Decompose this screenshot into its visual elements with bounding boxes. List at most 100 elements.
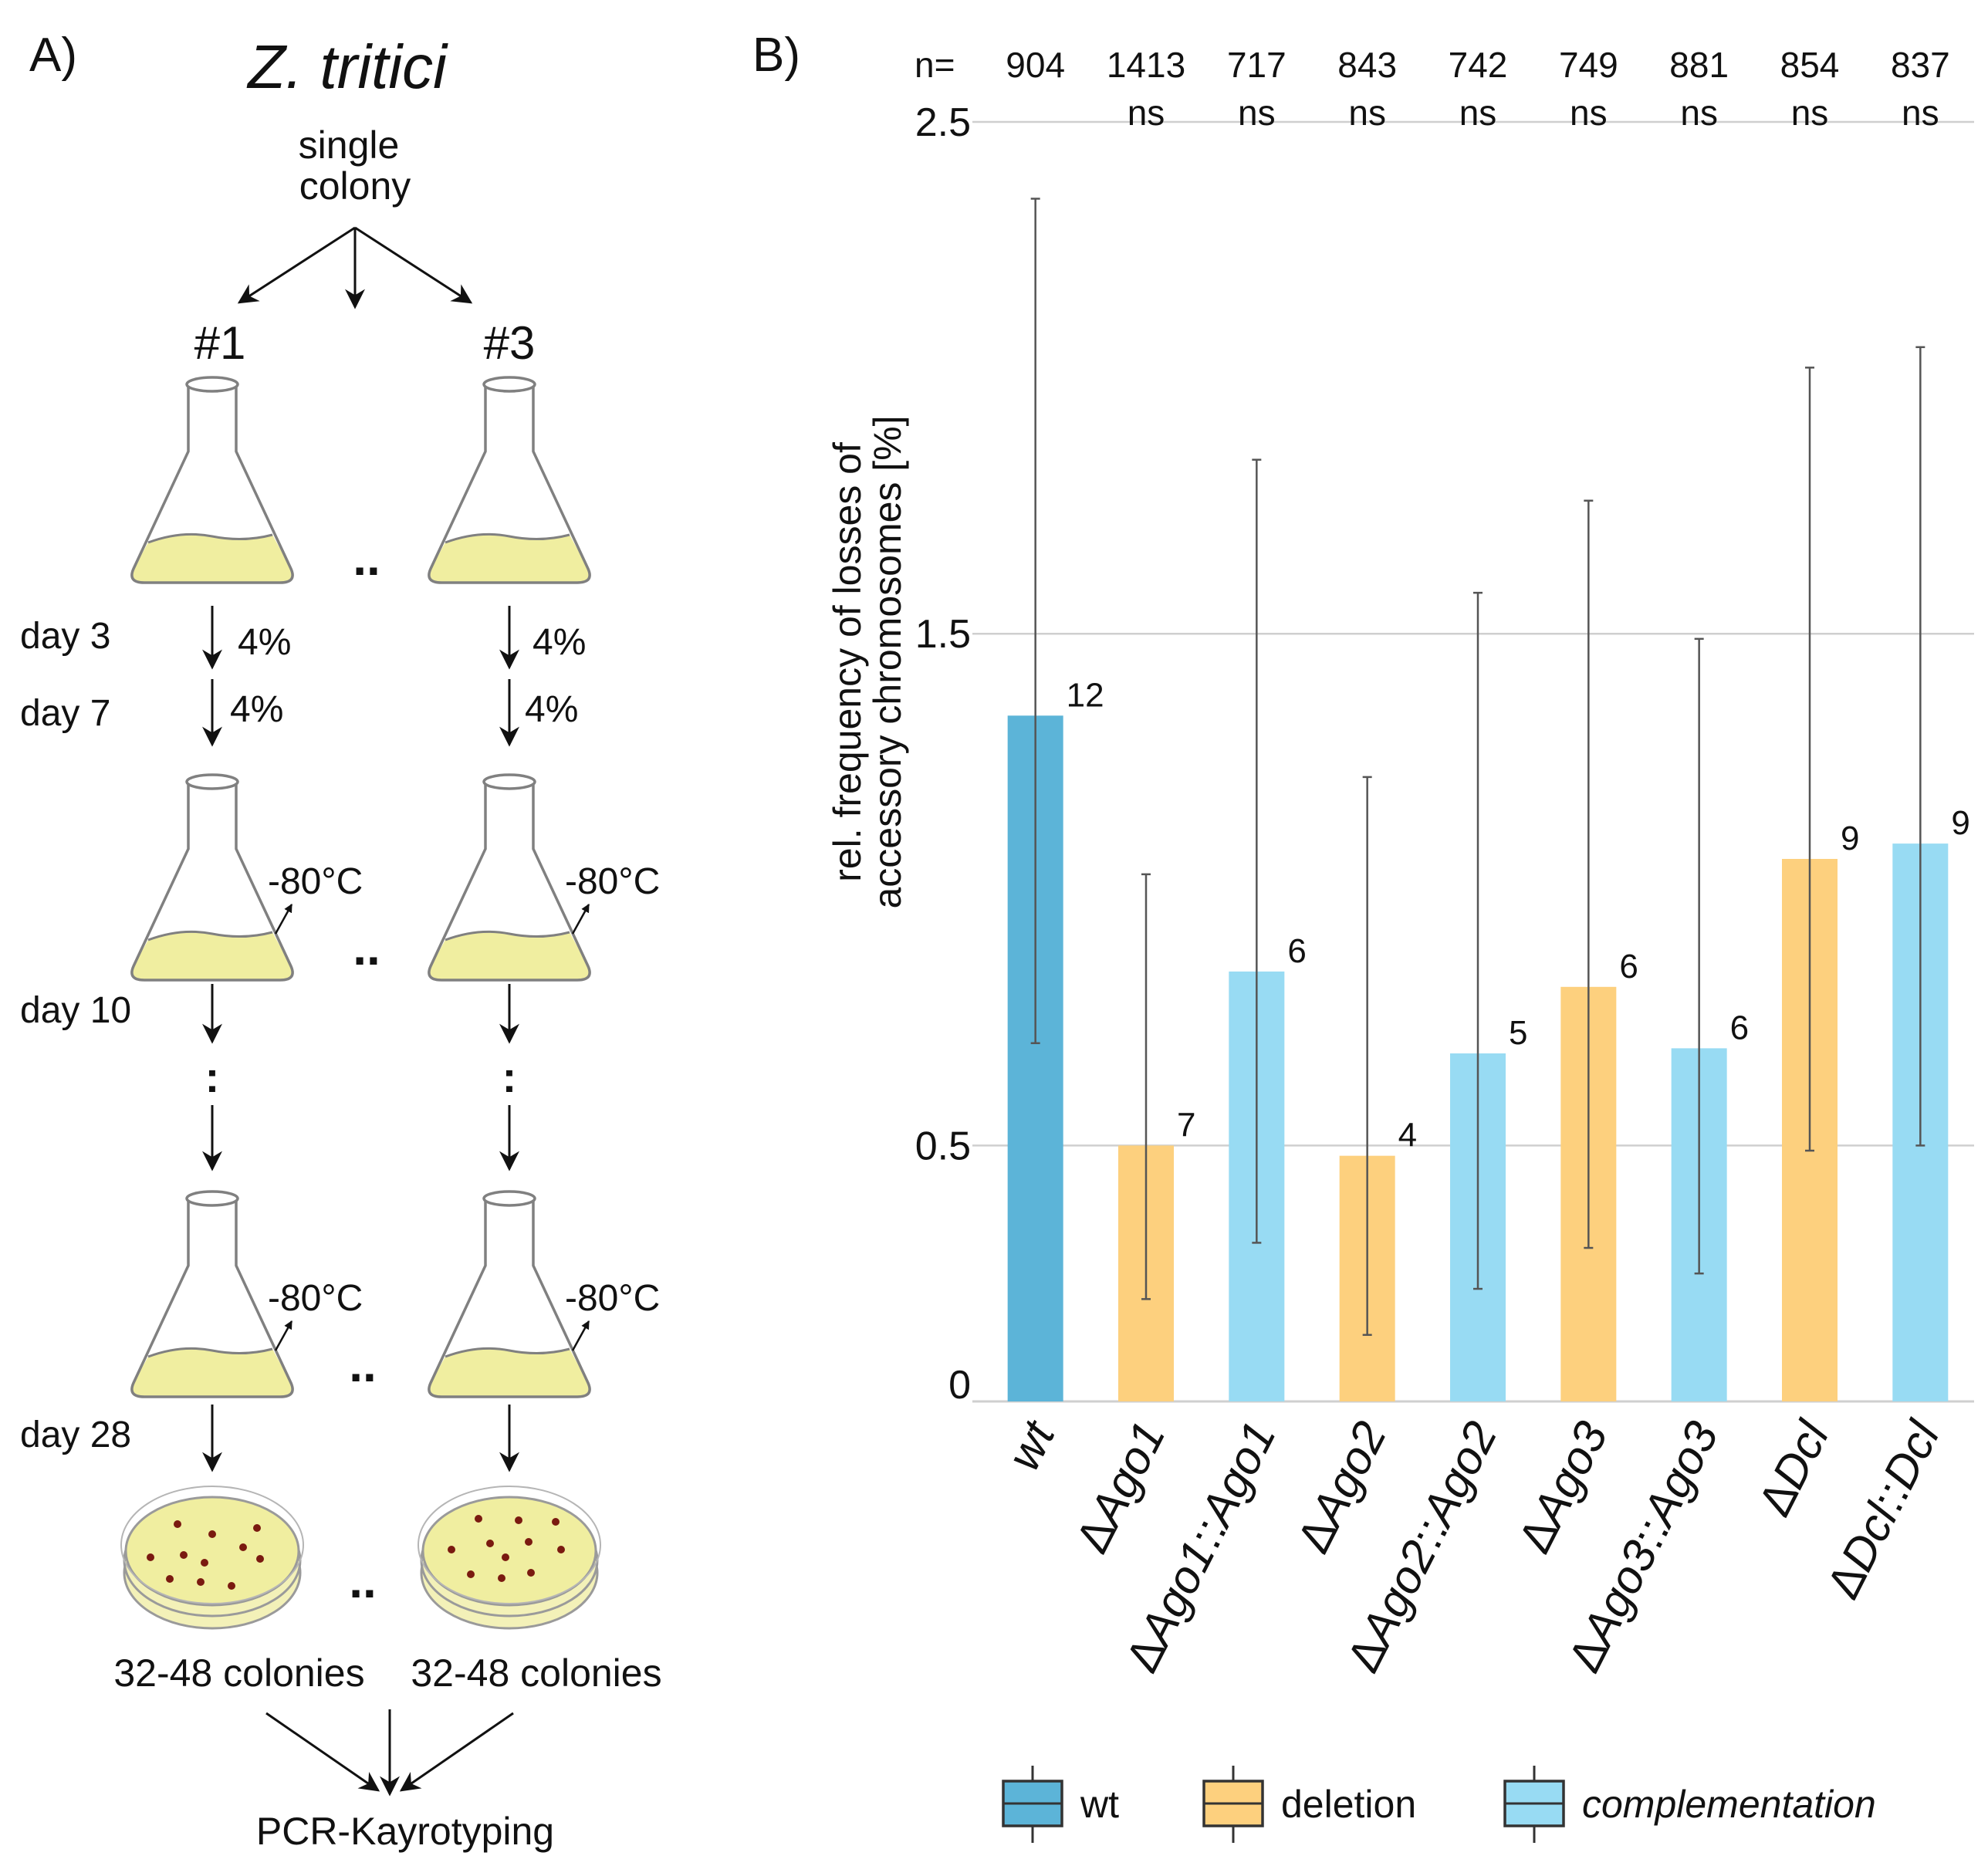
final-step-label: PCR-Kayrotyping [256,1810,554,1853]
n-value-5: 749 [1559,45,1618,85]
petri-dish-left [120,1486,304,1630]
flask-rim [482,1190,536,1207]
start-label-line1: single [299,123,400,167]
colony-dot [228,1582,235,1590]
petri-dish-right [418,1486,601,1630]
panel-b: B) n= 0 0.5 1.5 2.5 12 7 6 4 5 6 6 9 9 904 1413 717 84… [752,29,1974,1843]
replicate-label-left: #1 [194,317,246,369]
error-bar-5 [1584,499,1594,1249]
error-bar-4 [1473,591,1483,1290]
bar-count-label-4: 5 [1509,1014,1527,1052]
n-value-7: 854 [1780,45,1840,85]
significance-6: ns [1680,93,1718,133]
significance-1: ns [1128,93,1165,133]
panel-a-label: A) [29,29,77,82]
n-value-6: 881 [1669,45,1729,85]
culture-liquid [131,534,293,583]
culture-liquid [428,1348,590,1397]
flask-right-2: -80°C [428,773,660,982]
liquid-surface [147,930,273,941]
n-value-8: 837 [1891,45,1950,85]
freeze-label: -80°C [565,861,660,902]
start-label-line2: colony [299,164,411,208]
flask-rim [185,1190,239,1207]
bar-count-label-6: 6 [1730,1009,1749,1046]
ellipsis-1: .. [353,530,380,586]
n-prefix: n= [915,45,955,85]
legend-item-wt: wt [1002,1766,1119,1843]
sample-size-row: 904 1413 717 843 742 749 881 854 837 [1006,45,1949,85]
bar-count-label-5: 6 [1619,948,1638,985]
panel-a: A) Z. tritici single colony #1 #3 -80°C -… [20,29,662,1853]
error-bar-0 [1030,198,1040,1045]
y-axis-ticks: 0 0.5 1.5 2.5 [915,100,971,1408]
legend-item-complementation: complementation [1503,1766,1876,1843]
colony-dot [515,1516,522,1524]
colony-dot [180,1551,188,1559]
culture-liquid [428,931,590,980]
colony-dot [201,1559,208,1567]
bar-count-label-1: 7 [1177,1106,1195,1144]
x-tick-label: ΔDcl::Dcl [1817,1412,1949,1607]
panel-b-label: B) [752,29,800,82]
error-bar-6 [1694,637,1704,1275]
vertical-ellipsis-left: : [205,1053,220,1101]
merge-arrow-right [399,1712,514,1792]
error-bar-1 [1141,873,1151,1300]
significance-8: ns [1902,93,1939,133]
colony-dot [475,1515,482,1523]
significance-2: ns [1238,93,1276,133]
n-value-4: 742 [1449,45,1508,85]
dish-lid [120,1486,304,1604]
legend-label: complementation [1582,1783,1876,1826]
y-tick-label: 2.5 [915,100,971,145]
flask-rim [185,376,239,393]
x-tick-label: ΔAgo1 [1066,1413,1175,1560]
split-arrow-right [354,226,473,304]
y-tick-label: 1.5 [915,612,971,657]
day-7-label: day 7 [20,693,110,734]
significance-7: ns [1791,93,1829,133]
replicate-label-right: #3 [484,317,536,369]
liquid-surface [147,1347,273,1358]
colony-dot [197,1578,205,1586]
colony-dot [552,1518,560,1526]
day-10-label: day 10 [20,990,131,1031]
legend-label: deletion [1281,1783,1416,1826]
x-tick-label: wt [997,1411,1065,1478]
significance-4: ns [1459,93,1497,133]
colony-dot [527,1569,535,1577]
x-tick-label: ΔDcl [1748,1412,1839,1524]
day-3-label: day 3 [20,616,110,657]
n-value-0: 904 [1006,45,1065,85]
n-value-1: 1413 [1107,45,1185,85]
freeze-arrow [274,904,293,935]
flask-rim [482,376,536,393]
x-tick-label: ΔAgo2 [1287,1413,1397,1560]
organism-title: Z. tritici [246,32,448,101]
flask-left-3: -80°C [130,1190,363,1398]
n-value-3: 843 [1337,45,1397,85]
colonies-label-left: 32-48 colonies [113,1651,364,1695]
ellipsis-4: .. [349,1553,377,1608]
freeze-label: -80°C [268,1278,363,1319]
colony-dot [486,1540,494,1547]
bar-count-labels: 12 7 6 4 5 6 6 9 9 [1067,676,1970,1154]
significance-5: ns [1570,93,1608,133]
flask-outline [428,1198,591,1398]
colony-dot [253,1524,261,1532]
freeze-arrow [571,904,590,935]
liquid-surface [147,532,273,544]
liquid-surface [445,1347,570,1358]
colony-dot [467,1570,475,1578]
transfer-pct-left-2: 4% [230,689,283,730]
freeze-arrow [274,1320,293,1351]
y-tick-label: 0.5 [915,1124,971,1168]
colony-dot [525,1538,532,1546]
ellipsis-2: .. [353,920,380,975]
bar-count-label-7: 9 [1841,820,1859,857]
transfer-pct-right-2: 4% [525,689,578,730]
flask-left-2: -80°C [130,773,363,982]
error-bar-2 [1252,458,1262,1244]
